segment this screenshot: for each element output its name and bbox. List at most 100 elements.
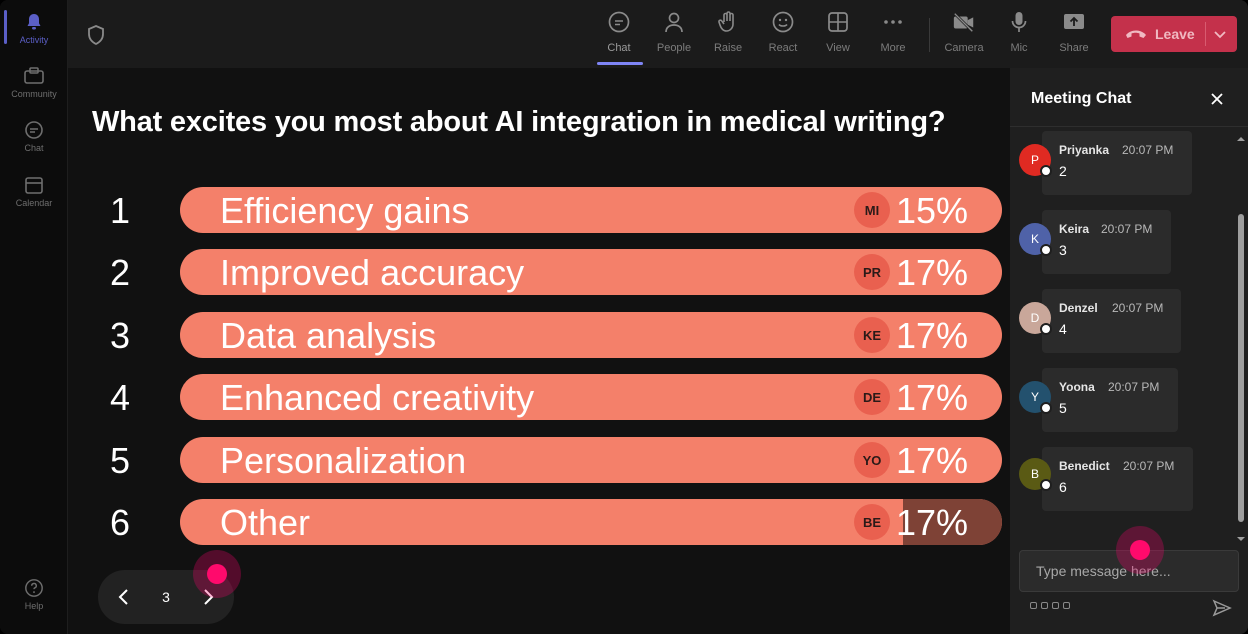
scroll-down-arrow-icon[interactable] [1237,530,1245,541]
toolbar-people-button[interactable]: People [648,10,700,60]
toolbar-raise-label: Raise [713,42,743,54]
option-number: 4 [109,377,131,418]
avatar[interactable]: K [1019,223,1052,256]
avatar-initial: K [1030,232,1039,246]
option-text: Other [220,502,311,543]
poll-option-5: 5 Personalization YO 17% [68,436,1010,484]
chat-scrollbar[interactable] [1236,128,1246,542]
toolbar-people-label: People [656,42,692,54]
shield-icon[interactable] [86,24,106,46]
rail-item-activity[interactable]: Activity [0,12,68,64]
toolbar-view-button[interactable]: View [812,10,864,60]
message-body: 3 [1059,242,1067,258]
chat-divider [1010,126,1248,127]
poll-option-1: 1 Efficiency gains MI 15% [68,186,1010,234]
option-percent: 17% [896,315,969,356]
poll-option-3: 3 Data analysis KE 17% [68,311,1010,359]
share-screen-icon [1062,10,1086,34]
option-percent: 17% [896,252,969,293]
gif-icon[interactable] [1063,602,1070,609]
compose-format-icons [1030,602,1070,609]
community-icon [24,66,44,86]
grid-view-icon [826,10,850,34]
leave-split-divider [1205,22,1206,46]
voter-badge: PR [854,254,890,290]
active-tab-underline [597,62,643,65]
chevron-left-icon[interactable] [112,585,136,609]
toolbar-react-button[interactable]: React [757,10,809,60]
message-sender: Benedict [1059,459,1110,473]
chat-message: Denzel 20:07 PM 4 [1042,289,1181,353]
chat-message: Priyanka 20:07 PM 2 [1042,131,1192,195]
option-bar: Improved accuracy PR 17% [180,249,1002,295]
toolbar-separator [929,18,930,52]
toolbar-more-button[interactable]: More [867,10,919,60]
poll-option-4: 4 Enhanced creativity DE 17% [68,373,1010,421]
rail-item-calendar[interactable]: Calendar [0,175,68,227]
toolbar-chat-label: Chat [607,42,631,54]
toolbar-chat-button[interactable]: Chat [593,10,645,60]
rail-active-indicator [4,10,7,44]
message-time: 20:07 PM [1108,380,1160,394]
message-body: 2 [1059,163,1067,179]
send-icon[interactable] [1212,598,1232,618]
option-number: 5 [109,440,131,481]
message-sender: Keira [1059,222,1090,236]
chat-icon [24,120,44,140]
option-number: 6 [109,502,131,543]
avatar[interactable]: Y [1019,381,1052,414]
voter-badge: KE [854,317,890,353]
rail-item-help[interactable]: Help [0,578,68,630]
help-icon [24,578,44,598]
scrollbar-thumb[interactable] [1238,214,1244,522]
left-rail: Activity Community Chat Calendar Help [0,0,68,634]
rail-item-community[interactable]: Community [0,66,68,118]
message-time: 20:07 PM [1101,222,1153,236]
option-bar: Enhanced creativity DE 17% [180,374,1002,420]
toolbar-share-button[interactable]: Share [1048,10,1100,60]
format-icon[interactable] [1030,602,1037,609]
presence-indicator [1040,323,1052,335]
toolbar-raise-button[interactable]: Raise [702,10,754,60]
pointer-highlight [1116,526,1164,574]
voter-badge: YO [854,442,890,478]
chevron-down-icon[interactable] [1213,28,1227,40]
message-body: 5 [1059,400,1067,416]
raise-hand-icon [716,10,740,34]
option-text: Personalization [220,440,467,481]
attach-icon[interactable] [1041,602,1048,609]
close-icon[interactable] [1208,90,1226,108]
option-bar: Data analysis KE 17% [180,312,1002,358]
camera-off-icon [952,10,976,34]
avatar[interactable]: D [1019,302,1052,335]
more-dots-icon [881,10,905,34]
avatar[interactable]: B [1019,458,1052,491]
rail-item-chat[interactable]: Chat [0,120,68,172]
emoji-icon[interactable] [1052,602,1059,609]
meeting-toolbar: Chat People Raise React View [68,0,1248,68]
toolbar-mic-button[interactable]: Mic [993,10,1045,60]
avatar[interactable]: P [1019,144,1052,177]
message-body: 6 [1059,479,1067,495]
option-bar-remainder [903,499,1002,545]
message-time: 20:07 PM [1112,301,1164,315]
chat-icon [607,10,631,34]
scroll-up-arrow-icon[interactable] [1237,130,1245,141]
option-number: 1 [109,190,131,231]
shared-content-stage: What excites you most about AI integrati… [68,68,1010,634]
rail-item-label: Help [24,601,44,611]
avatar-initial: B [1030,467,1039,481]
toolbar-mic-label: Mic [1010,42,1028,54]
chat-message-input[interactable] [1020,551,1238,591]
leave-button[interactable]: Leave [1111,16,1237,52]
message-time: 20:07 PM [1123,459,1175,473]
message-sender: Priyanka [1059,143,1110,157]
toolbar-camera-button[interactable]: Camera [938,10,990,60]
message-time: 20:07 PM [1122,143,1174,157]
poll-question: What excites you most about AI integrati… [92,106,946,138]
page-number: 3 [162,589,170,605]
chat-message: Yoona 20:07 PM 5 [1042,368,1178,432]
chevron-right-icon[interactable] [196,585,220,609]
avatar-initial: Y [1030,390,1039,404]
